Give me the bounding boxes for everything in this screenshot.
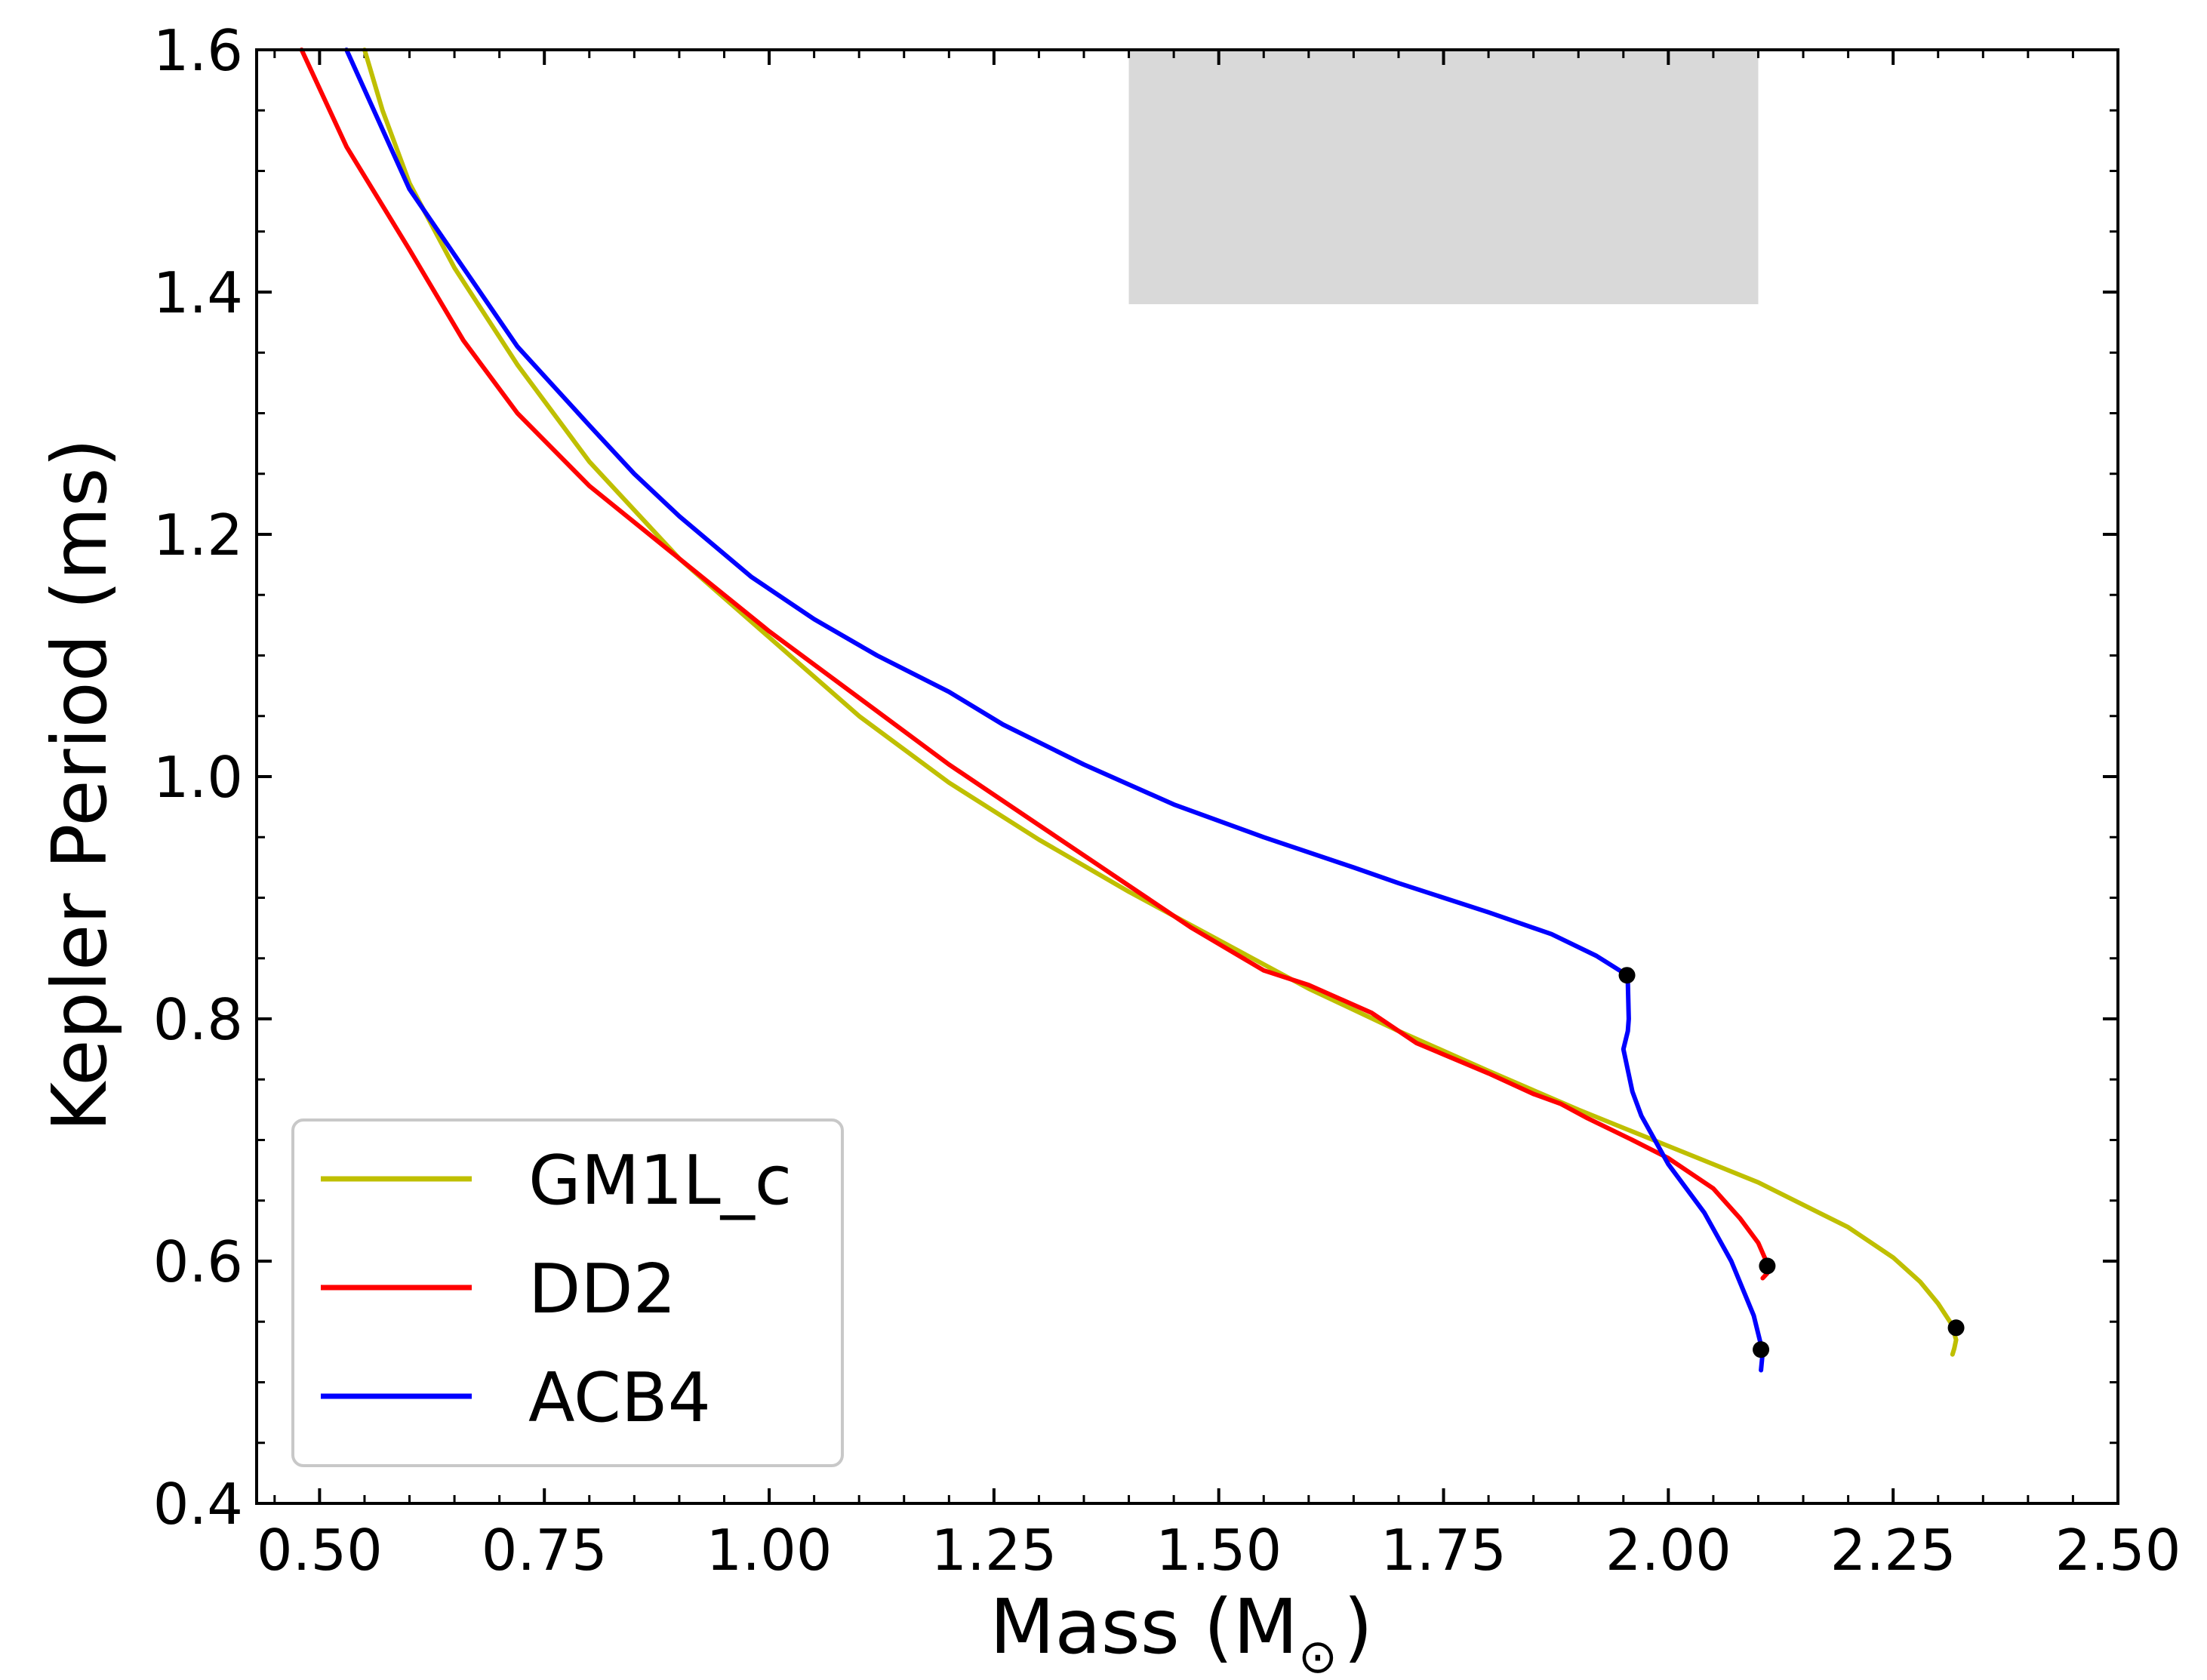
- max-mass-point-acb4: [1618, 967, 1636, 984]
- shaded-region: [1128, 50, 1759, 305]
- legend-label-gm1l-c: GM1L_c: [528, 1141, 792, 1220]
- y-tick-label: 0.4: [153, 1471, 243, 1537]
- series-layer: [299, 48, 1959, 1373]
- series-line-dd2: [299, 48, 1770, 1281]
- end-points-layer: [1618, 967, 1965, 1358]
- x-axis-title-close: ): [1344, 1583, 1373, 1671]
- x-tick-label: 2.25: [1830, 1517, 1956, 1583]
- legend: GM1L_c DD2 ACB4: [291, 1118, 844, 1467]
- x-tick-label: 2.50: [2055, 1517, 2181, 1583]
- x-tick-label: 1.75: [1381, 1517, 1507, 1583]
- y-tick-label: 1.2: [153, 502, 243, 568]
- x-tick-label: 1.25: [931, 1517, 1057, 1583]
- legend-label-dd2: DD2: [528, 1250, 676, 1329]
- series-line-acb4: [344, 48, 1765, 1373]
- y-tick-label: 1.0: [153, 744, 243, 811]
- y-tick-label: 0.6: [153, 1229, 243, 1295]
- y-tick-label: 1.4: [153, 260, 243, 326]
- x-tick-label: 1.50: [1156, 1517, 1282, 1583]
- x-axis-title: Mass (M⊙): [990, 1583, 1373, 1680]
- x-axis-title-main: Mass (M: [990, 1583, 1298, 1671]
- series-line-gm1l-c: [362, 48, 1959, 1357]
- x-tick-label: 1.00: [706, 1517, 833, 1583]
- max-mass-point-dd2: [1759, 1257, 1776, 1275]
- shaded-region-layer: [1128, 50, 1759, 305]
- max-mass-point-gm1l-c: [1947, 1319, 1965, 1337]
- x-tick-label: 2.00: [1605, 1517, 1731, 1583]
- y-tick-label: 0.8: [153, 986, 243, 1053]
- legend-box: [291, 1118, 844, 1467]
- legend-label-acb4: ACB4: [528, 1358, 711, 1438]
- x-tick-label: 0.75: [482, 1517, 608, 1583]
- y-tick-labels: 0.4 0.6 0.8 1.0 1.2 1.4 1.6: [153, 17, 243, 1537]
- x-tick-label: 0.50: [257, 1517, 383, 1583]
- y-tick-label: 1.6: [153, 17, 243, 84]
- x-axis-title-subscript: ⊙: [1298, 1629, 1337, 1680]
- max-mass-point-acb4: [1753, 1341, 1770, 1358]
- plot-frame: [255, 48, 2119, 1505]
- y-axis-title: Kepler Period (ms): [35, 438, 124, 1132]
- x-tick-labels: 0.50 0.75 1.00 1.25 1.50 1.75 2.00 2.25 2.50: [257, 1517, 2181, 1583]
